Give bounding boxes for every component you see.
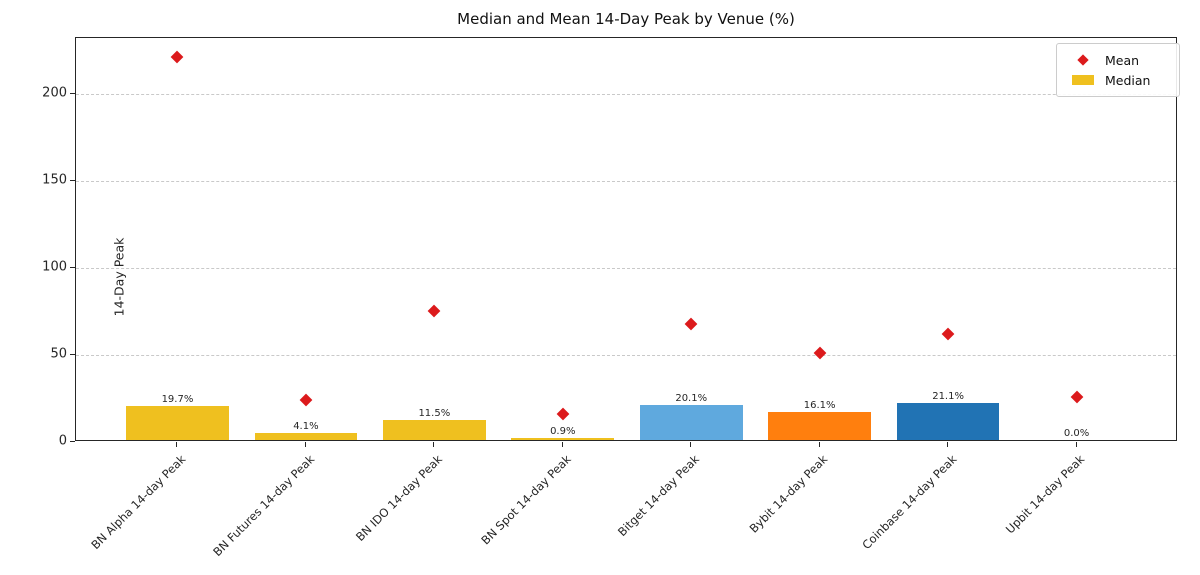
bar-value-label: 16.1% [803,399,836,411]
gridline [76,180,1176,182]
mean-marker-icon [556,407,570,421]
mean-marker-icon [427,305,441,318]
y-axis-tick [70,441,75,442]
x-axis-tick [176,442,178,447]
y-axis-tick [70,353,75,355]
legend-item-mean: Mean [1067,50,1169,70]
mean-marker-icon [684,317,698,330]
bar-value-label: 21.1% [932,391,964,403]
median-bar [126,405,229,440]
median-swatch-icon [1072,75,1094,85]
chart-title: Median and Mean 14-Day Peak by Venue (%) [457,10,795,28]
y-tick-label: 50 [50,346,67,362]
x-tick-label: BN Alpha 14-day Peak [88,452,189,552]
bar-value-label: 19.7% [161,393,194,405]
y-tick-label: 0 [58,433,67,449]
y-tick-label: 100 [42,259,67,275]
mean-marker-icon [299,393,313,407]
legend: Mean Median [1056,43,1180,97]
x-axis-tick [818,442,820,447]
gridline [76,267,1176,269]
median-bar [639,405,743,440]
gridline [76,354,1176,356]
x-axis-tick [561,442,563,447]
x-axis-tick [433,442,435,447]
x-axis-tick [947,442,949,447]
bar-value-label: 4.1% [293,420,319,432]
x-tick-label: Coinbase 14-day Peak [858,452,960,553]
mean-marker-icon [171,50,184,64]
median-bar [896,403,1000,440]
legend-label-median: Median [1105,72,1151,88]
y-axis-tick [70,179,75,181]
x-axis-tick [1075,442,1077,447]
y-axis-label: 14-Day Peak [111,237,127,317]
x-axis-tick [690,442,692,447]
y-tick-label: 200 [42,85,67,101]
x-tick-label: Bybit 14-day Peak [746,452,831,536]
plot-area: 14-Day Peak 19.7% 4.1% 11.5% 0.9% 20.1% 16.1%… [75,37,1177,441]
legend-item-median: Median [1067,70,1169,90]
x-tick-label: Upbit 14-day Peak [1003,452,1088,537]
x-tick-label: Bitget 14-day Peak [615,452,703,539]
x-tick-label: BN IDO 14-day Peak [353,452,446,544]
x-tick-label: BN Spot 14-day Peak [478,452,574,548]
x-axis-tick [304,442,306,447]
median-bar [768,411,872,440]
mean-marker-icon [941,327,955,341]
y-tick-label: 150 [42,172,67,188]
bar-value-label: 20.1% [675,392,708,404]
bar-value-label: 0.9% [550,426,576,438]
bar-value-label: 11.5% [418,407,451,419]
gridline [76,93,1176,95]
legend-label-mean: Mean [1105,52,1140,68]
bar-value-label: 0.0% [1063,428,1090,439]
median-bar [511,438,615,440]
mean-marker-icon [813,346,827,360]
mean-marker-icon [1070,390,1083,404]
median-bar [254,432,358,440]
y-axis-tick [70,266,75,268]
x-tick-label: BN Futures 14-day Peak [209,452,317,560]
y-axis-tick [70,92,75,94]
mean-diamond-icon [1077,54,1089,66]
median-bar [382,419,486,440]
